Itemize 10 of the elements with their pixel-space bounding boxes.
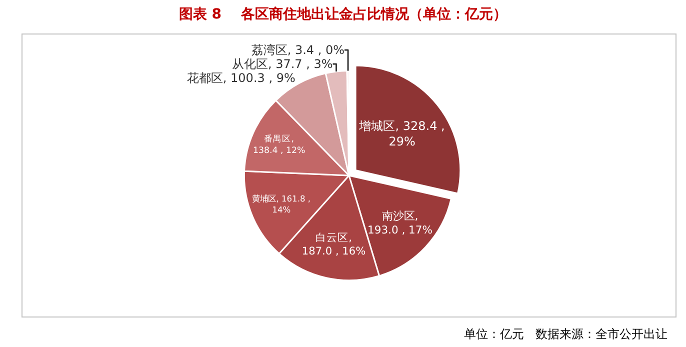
chart-title: 图表 8 各区商住地出让金占比情况（单位：亿元） [178,5,508,22]
slice-label: 番禺区, 138.4 , 12% [252,134,306,156]
slice-label: 花都区, 100.3 , 9% [186,71,296,86]
slice-label: 荔湾区, 3.4 , 0% [251,43,345,58]
slice-label: 增城区, 328.4 , 29% [358,118,445,148]
slice-label: 黄埔区, 161.8 , 14% [252,193,311,214]
slice-label: 从化区, 37.7 , 3% [232,57,333,72]
slice-label: 白云区, 187.0 , 16% [302,232,366,258]
slice-label: 南沙区, 193.0 , 17% [368,210,432,237]
text: 单位：亿元 数据来源：全市公开出让 [464,327,668,341]
